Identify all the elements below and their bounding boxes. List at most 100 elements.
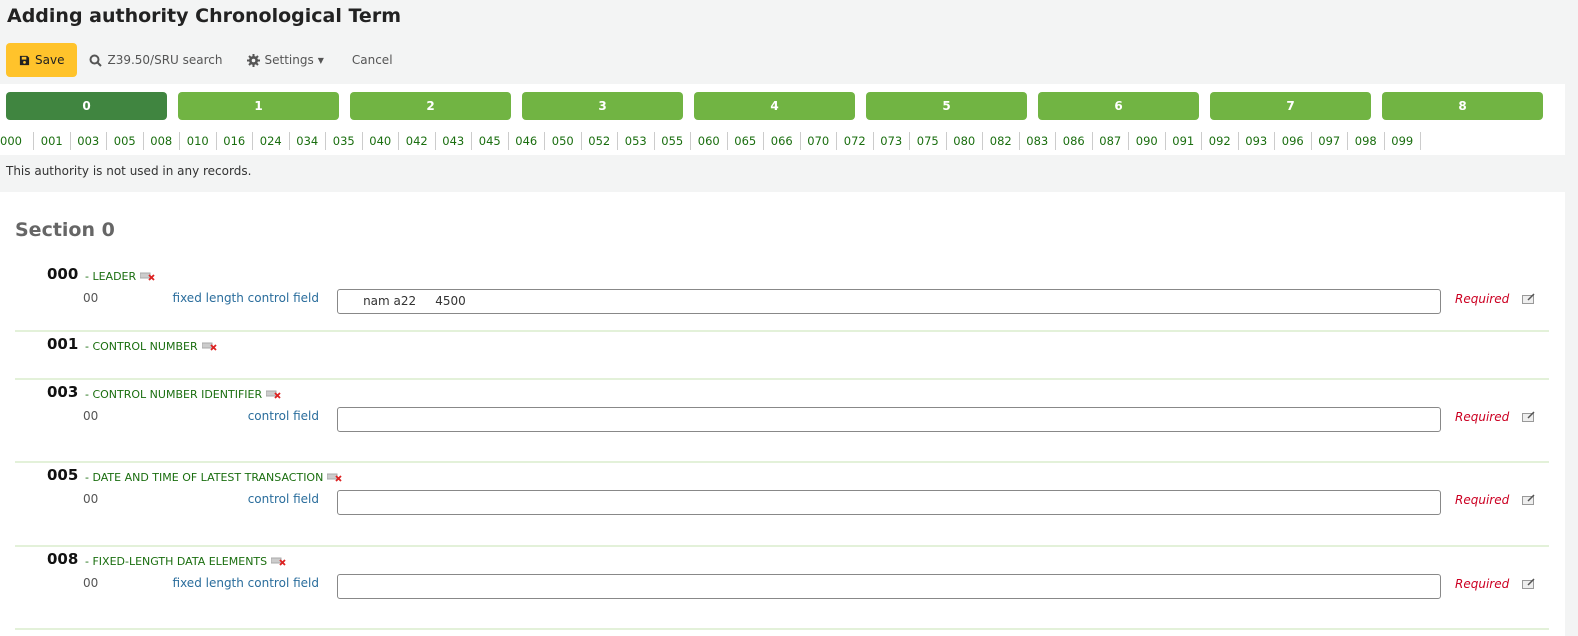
- caret-down-icon: ▼: [317, 55, 324, 65]
- settings-dropdown[interactable]: Settings ▼: [235, 43, 336, 77]
- field-003-input[interactable]: [337, 407, 1441, 432]
- subfield-label: control field: [247, 409, 319, 423]
- field-link-096[interactable]: 096: [1275, 132, 1312, 150]
- field-link-005[interactable]: 005: [107, 132, 144, 150]
- tab-2[interactable]: 2: [350, 92, 511, 120]
- tab-7[interactable]: 7: [1210, 92, 1371, 120]
- field-link-043[interactable]: 043: [436, 132, 472, 150]
- edit-plugin-icon[interactable]: [1522, 494, 1536, 508]
- save-icon: [19, 55, 30, 65]
- field-link-099[interactable]: 099: [1385, 132, 1421, 150]
- cancel-button[interactable]: Cancel: [351, 53, 393, 67]
- field-link-073[interactable]: 073: [874, 132, 910, 150]
- field-tag: 003: [47, 383, 79, 401]
- tab-4[interactable]: 4: [694, 92, 855, 120]
- field-link-066[interactable]: 066: [764, 132, 801, 150]
- settings-label: Settings: [264, 53, 314, 67]
- field-link-072[interactable]: 072: [837, 132, 874, 150]
- field-link-000[interactable]: 000: [0, 132, 34, 150]
- subfield-label: fixed length control field: [172, 291, 319, 305]
- tab-5[interactable]: 5: [866, 92, 1027, 120]
- field-link-024[interactable]: 024: [253, 132, 290, 150]
- field-link-008[interactable]: 008: [144, 132, 180, 150]
- field-000-input[interactable]: nam a22 4500: [337, 289, 1441, 314]
- field-link-091[interactable]: 091: [1166, 132, 1202, 150]
- subfield-code: 00: [83, 492, 99, 506]
- field-description: - DATE AND TIME OF LATEST TRANSACTION: [85, 471, 324, 484]
- subfield-code: 00: [83, 409, 99, 423]
- field-000: 000 - LEADER 00 fixed length control fiel…: [15, 262, 1549, 332]
- delete-field-icon[interactable]: [265, 389, 281, 402]
- edit-plugin-icon[interactable]: [1522, 578, 1536, 592]
- edit-plugin-icon[interactable]: [1522, 293, 1536, 307]
- field-link-087[interactable]: 087: [1093, 132, 1129, 150]
- field-link-045[interactable]: 045: [472, 132, 509, 150]
- z3950-search-button[interactable]: Z39.50/SRU search: [77, 43, 234, 77]
- field-link-003[interactable]: 003: [71, 132, 107, 150]
- field-link-016[interactable]: 016: [217, 132, 253, 150]
- field-link-046[interactable]: 046: [509, 132, 545, 150]
- toolbar: Save Z39.50/SRU search Settings ▼ Cancel: [6, 43, 405, 77]
- tab-1[interactable]: 1: [178, 92, 339, 120]
- field-link-083[interactable]: 083: [1020, 132, 1056, 150]
- field-link-040[interactable]: 040: [363, 132, 399, 150]
- subfield-code: 00: [83, 291, 99, 305]
- field-tag: 000: [47, 265, 79, 283]
- gear-icon: [246, 53, 260, 67]
- delete-field-icon[interactable]: [139, 271, 155, 284]
- field-link-086[interactable]: 086: [1056, 132, 1093, 150]
- field-link-093[interactable]: 093: [1239, 132, 1275, 150]
- section-panel: Section 0 000 - LEADER 00 fixed length co…: [0, 192, 1565, 636]
- field-005: 005 - DATE AND TIME OF LATEST TRANSACTIO…: [15, 463, 1549, 547]
- tab-3[interactable]: 3: [522, 92, 683, 120]
- required-label: Required: [1455, 292, 1510, 306]
- field-link-050[interactable]: 050: [545, 132, 582, 150]
- field-link-042[interactable]: 042: [399, 132, 436, 150]
- field-link-090[interactable]: 090: [1129, 132, 1166, 150]
- field-link-053[interactable]: 053: [618, 132, 655, 150]
- field-link-001[interactable]: 001: [34, 132, 71, 150]
- field-tag: 008: [47, 550, 79, 568]
- field-description: - FIXED-LENGTH DATA ELEMENTS: [85, 555, 268, 568]
- delete-field-icon[interactable]: [326, 472, 342, 485]
- field-003: 003 - CONTROL NUMBER IDENTIFIER 00 contro…: [15, 380, 1549, 463]
- field-008: 008 - FIXED-LENGTH DATA ELEMENTS 00 fixed…: [15, 547, 1549, 630]
- tab-0[interactable]: 0: [6, 92, 167, 120]
- delete-field-icon[interactable]: [270, 556, 286, 569]
- field-link-010[interactable]: 010: [180, 132, 217, 150]
- field-link-065[interactable]: 065: [728, 132, 764, 150]
- field-link-034[interactable]: 034: [290, 132, 326, 150]
- subfield-label: fixed length control field: [172, 576, 319, 590]
- field-link-098[interactable]: 098: [1348, 132, 1385, 150]
- field-link-070[interactable]: 070: [801, 132, 837, 150]
- tab-8[interactable]: 8: [1382, 92, 1543, 120]
- field-link-055[interactable]: 055: [655, 132, 691, 150]
- field-description: - CONTROL NUMBER IDENTIFIER: [85, 388, 263, 401]
- search-label: Z39.50/SRU search: [107, 53, 223, 67]
- required-label: Required: [1455, 493, 1510, 507]
- field-link-035[interactable]: 035: [326, 132, 363, 150]
- field-link-075[interactable]: 075: [910, 132, 947, 150]
- field-links: 000 001 003 005 008 010 016 024 034 035 040 042 043 0…: [0, 132, 1421, 150]
- field-008-input[interactable]: [337, 574, 1441, 599]
- field-005-input[interactable]: [337, 490, 1441, 515]
- subfield-label: control field: [247, 492, 319, 506]
- search-icon: [89, 54, 103, 67]
- field-link-060[interactable]: 060: [691, 132, 728, 150]
- edit-plugin-icon[interactable]: [1522, 411, 1536, 425]
- field-link-092[interactable]: 092: [1202, 132, 1239, 150]
- field-link-082[interactable]: 082: [983, 132, 1020, 150]
- page-title: Adding authority Chronological Term: [7, 5, 401, 27]
- field-tag: 001: [47, 335, 79, 353]
- field-link-080[interactable]: 080: [947, 132, 983, 150]
- field-tag: 005: [47, 466, 79, 484]
- field-link-097[interactable]: 097: [1312, 132, 1348, 150]
- required-label: Required: [1455, 410, 1510, 424]
- delete-field-icon[interactable]: [201, 341, 217, 354]
- save-label: Save: [35, 53, 65, 67]
- save-button[interactable]: Save: [6, 43, 78, 77]
- field-description: - LEADER: [85, 270, 137, 283]
- tab-6[interactable]: 6: [1038, 92, 1199, 120]
- field-link-052[interactable]: 052: [582, 132, 618, 150]
